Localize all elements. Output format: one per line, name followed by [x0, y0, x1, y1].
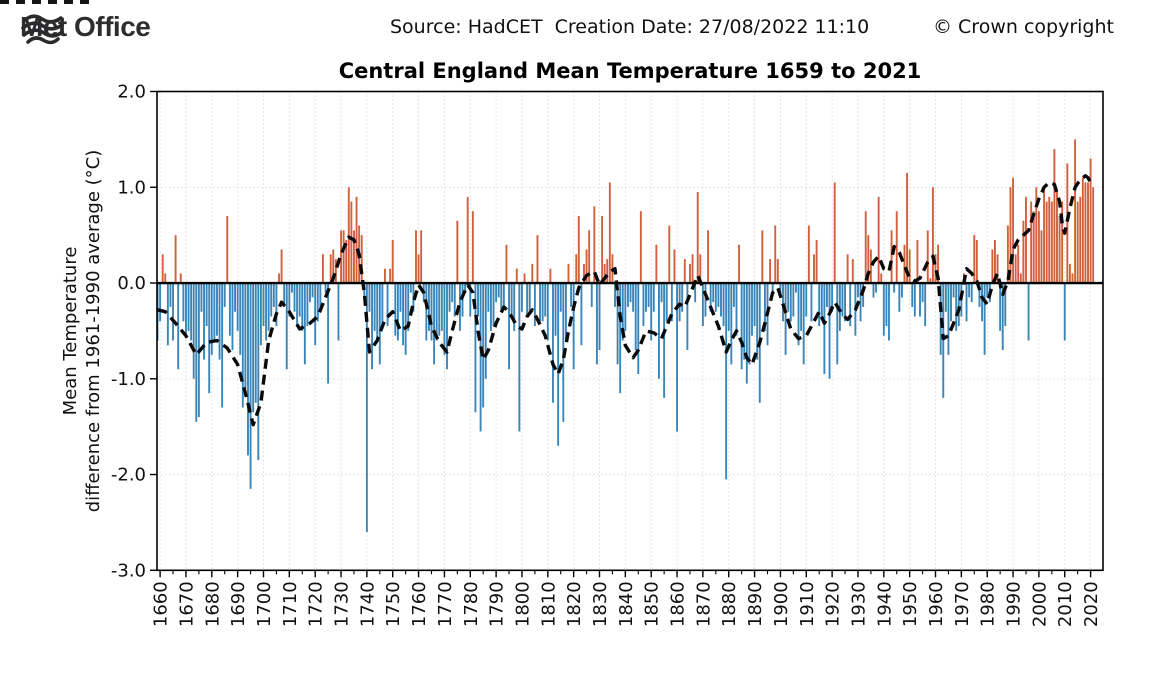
xtick-label-1680: 1680: [202, 581, 223, 627]
xtick-label-1870: 1870: [693, 581, 714, 627]
xtick-label-1750: 1750: [383, 581, 404, 627]
chart-title: Central England Mean Temperature 1659 to…: [338, 59, 922, 83]
ytick-label-1: 1.0: [117, 177, 146, 198]
xtick-label-2020: 2020: [1081, 581, 1102, 627]
xtick-label-1760: 1760: [409, 581, 430, 627]
xtick-label-1980: 1980: [978, 581, 999, 627]
plot-border: [156, 90, 1104, 572]
xtick-label-1850: 1850: [642, 581, 663, 627]
xtick-label-1970: 1970: [952, 581, 973, 627]
xtick-label-1800: 1800: [512, 581, 533, 627]
crown-copyright-label: © Crown copyright: [933, 16, 1114, 38]
xtick-label-1740: 1740: [357, 581, 378, 627]
xtick-label-1950: 1950: [900, 581, 921, 627]
ytick-label--2: -2.0: [111, 465, 146, 486]
xtick-label-1710: 1710: [280, 581, 301, 627]
xtick-label-1990: 1990: [1004, 581, 1025, 627]
xtick-label-1920: 1920: [823, 581, 844, 627]
ytick-label-2: 2.0: [117, 82, 146, 103]
xtick-label-1900: 1900: [771, 581, 792, 627]
xtick-label-1720: 1720: [306, 581, 327, 627]
ytick-label-0: 0.0: [117, 273, 146, 294]
xtick-label-1660: 1660: [151, 581, 172, 627]
xtick-label-1690: 1690: [228, 581, 249, 627]
dashed-line-artifact: [0, 0, 96, 4]
xtick-label-1890: 1890: [745, 581, 766, 627]
xtick-label-1770: 1770: [435, 581, 456, 627]
xtick-label-2000: 2000: [1029, 581, 1050, 627]
xtick-label-1820: 1820: [564, 581, 585, 627]
xtick-label-1670: 1670: [176, 581, 197, 627]
xtick-label-1960: 1960: [926, 581, 947, 627]
y-axis-label-line2: difference from 1961-1990 average (°C): [83, 150, 104, 513]
xtick-label-1780: 1780: [461, 581, 482, 627]
y-axis-label-line1: Mean Temperature: [60, 247, 81, 416]
xtick-label-1840: 1840: [616, 581, 637, 627]
xtick-label-2010: 2010: [1055, 581, 1076, 627]
met-office-logo: Met Office: [20, 11, 151, 45]
xtick-label-1830: 1830: [590, 581, 611, 627]
xtick-label-1810: 1810: [538, 581, 559, 627]
xtick-label-1790: 1790: [487, 581, 508, 627]
xtick-label-1700: 1700: [254, 581, 275, 627]
xtick-label-1940: 1940: [874, 581, 895, 627]
xtick-label-1860: 1860: [668, 581, 689, 627]
source-and-creation-date: Source: HadCET Creation Date: 27/08/2022…: [390, 16, 870, 38]
xtick-label-1910: 1910: [797, 581, 818, 627]
xtick-label-1730: 1730: [332, 581, 353, 627]
xtick-label-1880: 1880: [719, 581, 740, 627]
met-office-waves-icon: [21, 14, 64, 45]
xtick-label-1930: 1930: [848, 581, 869, 627]
ytick-label--3: -3.0: [111, 560, 146, 581]
ytick-label--1: -1.0: [111, 369, 146, 390]
smoothed-temperature-curve: [157, 174, 1095, 427]
